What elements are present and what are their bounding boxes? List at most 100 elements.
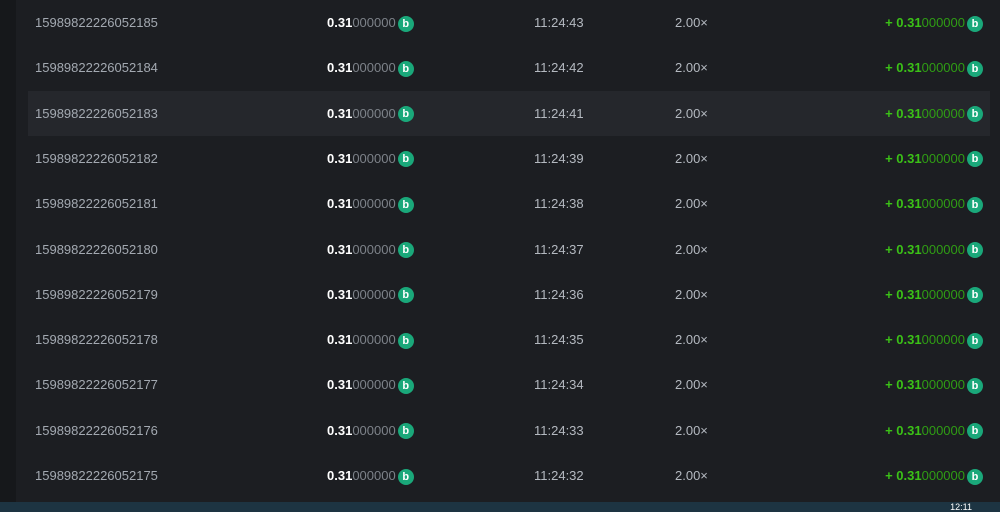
payout-main: + 0.31 — [885, 377, 922, 393]
amount-decimals: 000000 — [352, 150, 396, 166]
coin-b-icon: b — [967, 151, 983, 168]
amount-decimals: 000000 — [352, 60, 396, 76]
bet-multiplier: 2.00× — [675, 377, 708, 393]
bet-id[interactable]: 15989822226052179 — [35, 286, 158, 302]
coin-b-icon: b — [967, 377, 983, 394]
coin-b-icon: b — [967, 423, 983, 440]
bet-amount: 0.31000000 b — [327, 453, 414, 498]
bet-payout: + 0.31000000 b — [885, 45, 983, 90]
bet-amount: 0.31000000 b — [327, 136, 414, 181]
payout-main: + 0.31 — [885, 241, 922, 257]
amount-main: 0.31 — [327, 468, 353, 483]
bet-time: 11:24:42 — [534, 60, 584, 76]
amount-main: 0.31 — [327, 377, 353, 393]
bet-time: 11:24:43 — [534, 15, 584, 30]
table-row[interactable]: 15989822226052180 0.31000000 b 11:24:37 2… — [28, 227, 990, 272]
bet-id[interactable]: 15989822226052184 — [35, 60, 158, 76]
amount-decimals: 000000 — [352, 332, 396, 348]
bet-time: 11:24:32 — [534, 468, 584, 483]
amount-main: 0.31 — [327, 60, 353, 76]
bet-multiplier: 2.00× — [675, 60, 708, 76]
amount-decimals: 000000 — [352, 241, 396, 257]
bet-multiplier: 2.00× — [675, 196, 708, 212]
amount-main: 0.31 — [327, 332, 353, 348]
bet-amount: 0.31000000 b — [327, 362, 414, 407]
amount-decimals: 000000 — [352, 468, 396, 483]
table-row[interactable]: 15989822226052178 0.31000000 b 11:24:35 2… — [28, 317, 990, 362]
coin-b-icon: b — [967, 60, 983, 77]
payout-main: + 0.31 — [885, 105, 922, 121]
bet-time: 11:24:34 — [534, 377, 584, 393]
amount-main: 0.31 — [327, 15, 353, 30]
coin-b-icon: b — [397, 106, 414, 123]
bet-amount: 0.31000000 b — [327, 317, 414, 362]
coin-b-icon: b — [397, 15, 414, 32]
bet-payout: + 0.31000000 b — [885, 0, 983, 45]
coin-b-icon: b — [397, 287, 414, 304]
table-row[interactable]: 15989822226052176 0.31000000 b 11:24:33 2… — [28, 408, 990, 453]
bet-payout: + 0.31000000 b — [885, 136, 983, 181]
bet-amount: 0.31000000 b — [327, 0, 414, 45]
table-row[interactable]: 15989822226052181 0.31000000 b 11:24:38 2… — [28, 181, 990, 226]
bet-id[interactable]: 15989822226052183 — [35, 105, 158, 121]
payout-main: + 0.31 — [885, 422, 922, 438]
amount-decimals: 000000 — [352, 196, 396, 212]
bet-multiplier: 2.00× — [675, 241, 708, 257]
bet-id[interactable]: 15989822226052177 — [35, 377, 158, 393]
coin-b-icon: b — [397, 468, 414, 485]
bet-id[interactable]: 15989822226052180 — [35, 241, 158, 257]
payout-main: + 0.31 — [885, 468, 922, 483]
table-row[interactable]: 15989822226052183 0.31000000 b 11:24:41 2… — [28, 90, 990, 136]
amount-main: 0.31 — [327, 241, 353, 257]
coin-b-icon: b — [397, 332, 414, 349]
bet-multiplier: 2.00× — [675, 150, 708, 166]
table-row[interactable]: 15989822226052175 0.31000000 b 11:24:32 2… — [28, 453, 990, 498]
table-row[interactable]: 15989822226052182 0.31000000 b 11:24:39 2… — [28, 136, 990, 181]
amount-main: 0.31 — [327, 196, 353, 212]
table-row[interactable]: 15989822226052179 0.31000000 b 11:24:36 2… — [28, 272, 990, 317]
bet-id[interactable]: 15989822226052181 — [35, 196, 158, 212]
bet-payout: + 0.31000000 b — [885, 317, 983, 362]
payout-main: + 0.31 — [885, 15, 922, 30]
amount-decimals: 000000 — [352, 422, 396, 438]
payout-decimals: 000000 — [921, 332, 965, 348]
coin-b-icon: b — [967, 106, 983, 123]
payout-decimals: 000000 — [921, 377, 965, 393]
coin-b-icon: b — [397, 151, 414, 168]
bet-id[interactable]: 15989822226052182 — [35, 150, 158, 166]
bet-payout: + 0.31000000 b — [885, 272, 983, 317]
bet-amount: 0.31000000 b — [327, 181, 414, 226]
table-row[interactable]: 15989822226052177 0.31000000 b 11:24:34 2… — [28, 362, 990, 407]
bet-id[interactable]: 15989822226052176 — [35, 422, 158, 438]
bet-time: 11:24:36 — [534, 286, 584, 302]
bet-id[interactable]: 15989822226052178 — [35, 332, 158, 348]
table-row[interactable]: 15989822226052184 0.31000000 b 11:24:42 2… — [28, 45, 990, 90]
coin-b-icon: b — [967, 287, 983, 304]
bet-id[interactable]: 15989822226052175 — [35, 468, 158, 483]
payout-decimals: 000000 — [921, 468, 965, 483]
bet-id[interactable]: 15989822226052185 — [35, 15, 158, 30]
bet-amount: 0.31000000 b — [327, 91, 414, 136]
bet-multiplier: 2.00× — [675, 422, 708, 438]
coin-b-icon: b — [397, 423, 414, 440]
payout-decimals: 000000 — [921, 105, 965, 121]
amount-main: 0.31 — [327, 105, 353, 121]
bet-time: 11:24:39 — [534, 150, 584, 166]
bet-amount: 0.31000000 b — [327, 272, 414, 317]
coin-b-icon: b — [397, 60, 414, 77]
payout-decimals: 000000 — [921, 15, 965, 30]
amount-main: 0.31 — [327, 422, 353, 438]
bet-payout: + 0.31000000 b — [885, 181, 983, 226]
payout-decimals: 000000 — [921, 286, 965, 302]
bet-time: 11:24:33 — [534, 422, 584, 438]
payout-main: + 0.31 — [885, 286, 922, 302]
bet-payout: + 0.31000000 b — [885, 362, 983, 407]
taskbar-clock[interactable]: 12:11 — [950, 502, 972, 512]
taskbar: 12:11 — [0, 502, 1000, 512]
coin-b-icon: b — [967, 468, 983, 485]
bet-time: 11:24:41 — [534, 105, 584, 121]
bet-multiplier: 2.00× — [675, 468, 708, 483]
payout-main: + 0.31 — [885, 332, 922, 348]
table-row[interactable]: 15989822226052185 0.31000000 b 11:24:43 2… — [28, 0, 990, 45]
payout-decimals: 000000 — [921, 241, 965, 257]
